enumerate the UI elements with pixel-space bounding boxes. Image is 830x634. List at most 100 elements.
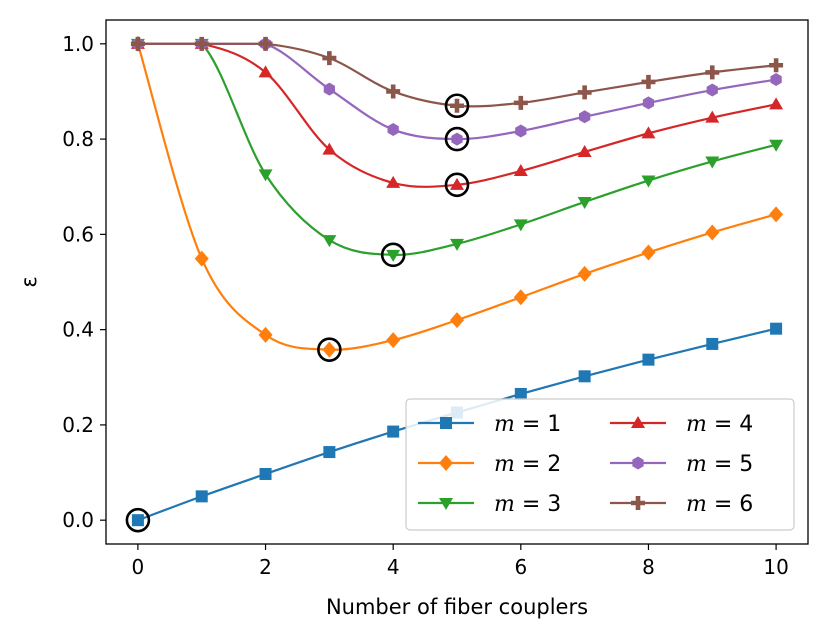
data-point-m1-x0 (131, 514, 144, 527)
data-point-m4-x3 (322, 142, 337, 155)
data-point-m1-x10 (770, 322, 783, 335)
legend-label-m3: m = 3 (494, 492, 561, 517)
optimum-circle-m6 (444, 93, 470, 119)
data-point-m1-x8 (642, 353, 655, 366)
y-axis-label: ε (17, 276, 41, 287)
optimum-circle-m3 (380, 242, 406, 268)
data-point-m4-x7 (577, 144, 592, 157)
data-point-m2-x1 (194, 250, 209, 267)
y-tick-label: 0.8 (62, 127, 94, 151)
x-tick-label: 6 (514, 555, 527, 579)
data-point-m2-x6 (513, 289, 528, 306)
data-point-m3-x4 (386, 249, 401, 262)
legend-label-m6: m = 6 (686, 492, 753, 517)
data-point-m3-x8 (641, 175, 656, 188)
data-point-m4-x4 (386, 175, 401, 188)
data-point-m2-x4 (386, 332, 401, 349)
data-point-m6-x4 (386, 84, 401, 99)
data-point-m4-x8 (641, 126, 656, 139)
x-tick-label: 10 (763, 555, 788, 579)
optimum-circle-m1 (125, 507, 151, 533)
data-point-m2-x7 (577, 265, 592, 282)
data-point-m6-x8 (641, 74, 656, 89)
series-line-m3 (137, 42, 777, 256)
data-point-m1-x6 (514, 387, 527, 400)
data-point-m2-x8 (641, 244, 656, 261)
data-point-m6-x9 (705, 65, 720, 80)
x-tick-label: 8 (642, 555, 655, 579)
legend-item-m2: m = 2 (418, 452, 561, 477)
legend-marker-m3 (439, 498, 453, 510)
data-point-m6-x3 (322, 51, 337, 66)
legend-item-m3: m = 3 (418, 492, 561, 517)
legend-item-m6: m = 6 (610, 492, 753, 517)
data-point-m1-x4 (387, 425, 400, 438)
legend-label-m5: m = 5 (686, 452, 753, 477)
series-m6 (130, 36, 784, 113)
data-point-m2-x10 (769, 206, 784, 223)
optimum-circle-m5 (444, 126, 470, 152)
data-point-m2-x2 (258, 326, 273, 343)
data-point-m4-x10 (769, 97, 784, 110)
data-point-m3-x3 (322, 235, 337, 248)
data-point-m6-x7 (577, 85, 592, 100)
y-tick-label: 0.2 (62, 413, 94, 437)
data-point-m3-x10 (769, 139, 784, 152)
plot-frame (105, 19, 809, 545)
data-point-m3-x6 (513, 219, 528, 232)
series-line-m4 (137, 42, 777, 188)
legend: m = 1 m = 2 m = 3 m = 4 m = 5 m = 6 (405, 398, 795, 531)
axis-ticks: 0 2 4 6 8 10 0.0 0.2 0.4 0.6 0.8 1.0 (62, 32, 789, 579)
legend-item-m5: m = 5 (610, 452, 753, 477)
data-point-m3-x2 (258, 169, 273, 182)
series-layer (130, 35, 784, 527)
data-point-m6-x1 (194, 36, 209, 51)
legend-label-m1: m = 1 (494, 412, 561, 437)
data-point-m3-x7 (577, 196, 592, 209)
y-tick-label: 0.6 (62, 222, 94, 246)
series-m4 (130, 36, 784, 190)
optimum-markers (125, 93, 470, 533)
data-point-m6-x10 (769, 58, 784, 73)
data-point-m5-x3 (323, 82, 335, 96)
legend-marker-m6 (631, 496, 645, 510)
data-point-m4-x2 (258, 65, 273, 78)
data-point-m1-x7 (578, 370, 591, 383)
legend-marker-m5 (632, 456, 644, 470)
data-point-m3-x5 (450, 238, 464, 251)
optimum-circle-m2 (317, 337, 342, 362)
data-point-m2-x5 (450, 312, 464, 329)
data-point-m5-x10 (770, 73, 782, 87)
data-point-m5-x9 (706, 83, 718, 97)
data-point-m1-x2 (259, 467, 272, 480)
data-point-m6-x6 (513, 95, 528, 110)
x-axis-label: Number of fiber couplers (326, 595, 588, 619)
y-tick-label: 0.4 (62, 318, 94, 342)
y-tick-label: 1.0 (62, 32, 94, 56)
data-point-m5-x5 (451, 132, 463, 146)
legend-box (405, 398, 795, 531)
x-tick-label: 0 (132, 555, 145, 579)
legend-item-m1: m = 1 (418, 412, 561, 437)
legend-marker-m1 (440, 417, 452, 429)
data-point-m5-x8 (642, 96, 655, 110)
series-line-m2 (136, 43, 777, 351)
data-point-m4-x6 (513, 164, 528, 177)
data-point-m6-x0 (130, 36, 145, 51)
data-point-m5-x6 (515, 124, 527, 138)
data-point-m6-x2 (258, 36, 273, 51)
x-tick-label: 2 (259, 555, 272, 579)
data-point-m1-x3 (323, 446, 336, 459)
data-point-m1-x1 (195, 490, 208, 503)
data-point-m4-x9 (705, 110, 720, 123)
data-point-m2-x9 (705, 224, 720, 241)
data-point-m5-x4 (387, 123, 399, 137)
data-point-m5-x7 (579, 110, 591, 124)
legend-marker-m4 (631, 416, 645, 428)
legend-marker-m2 (439, 455, 453, 471)
data-point-m4-x5 (450, 177, 464, 190)
x-tick-label: 4 (387, 555, 400, 579)
legend-label-m2: m = 2 (494, 452, 561, 477)
y-tick-label: 0.0 (62, 508, 94, 532)
